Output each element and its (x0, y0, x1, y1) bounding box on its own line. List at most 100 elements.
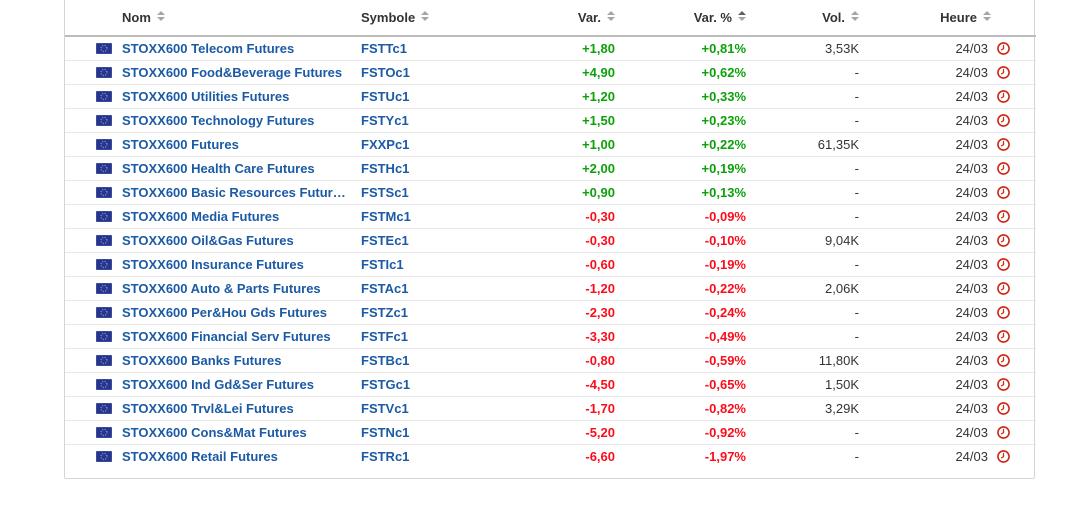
instrument-symbol-link[interactable]: FSTZc1 (361, 305, 408, 320)
instrument-symbol-link[interactable]: FSTBc1 (361, 353, 410, 368)
clock-icon (997, 330, 1010, 343)
var-pct-value: -0,92% (704, 425, 746, 440)
eu-flag-icon (96, 427, 112, 438)
var-value: -4,50 (585, 377, 615, 392)
table-row: STOXX600 Utilities Futures FSTUc1 +1,20 +0,… (65, 84, 1036, 109)
heure-cell: 24/03 (859, 420, 1036, 445)
instrument-name-link[interactable]: STOXX600 Trvl&Lei Futures (122, 401, 294, 416)
column-header-name[interactable]: Nom (65, 0, 357, 37)
instrument-symbol-link[interactable]: FSTOc1 (361, 65, 410, 80)
var-pct-value: +0,62% (701, 65, 746, 80)
instrument-symbol-link[interactable]: FSTUc1 (361, 89, 410, 104)
instrument-name-link[interactable]: STOXX600 Retail Futures (122, 449, 278, 464)
instrument-name-link[interactable]: STOXX600 Per&Hou Gds Futures (122, 305, 327, 320)
instrument-name-link[interactable]: STOXX600 Cons&Mat Futures (122, 425, 307, 440)
column-header-vol[interactable]: Vol. (746, 0, 859, 37)
instrument-symbol-link[interactable]: FSTSc1 (361, 185, 409, 200)
var-cell: -0,30 (469, 228, 615, 253)
vol-value: - (854, 449, 859, 464)
var-cell: +1,00 (469, 132, 615, 157)
heure-value: 24/03 (955, 257, 988, 272)
instrument-name-link[interactable]: STOXX600 Banks Futures (122, 353, 282, 368)
heure-value: 24/03 (955, 329, 988, 344)
name-cell: STOXX600 Cons&Mat Futures (65, 420, 357, 445)
heure-cell: 24/03 (859, 36, 1036, 61)
instrument-symbol-link[interactable]: FSTGc1 (361, 377, 411, 392)
instrument-symbol-link[interactable]: FSTAc1 (361, 281, 409, 296)
var-pct-cell: +0,33% (615, 84, 746, 109)
column-header-label: Nom (122, 10, 151, 25)
instrument-name-link[interactable]: STOXX600 Futures (122, 137, 239, 152)
var-pct-value: -0,19% (704, 257, 746, 272)
instrument-symbol-link[interactable]: FSTIc1 (361, 257, 404, 272)
name-cell: STOXX600 Telecom Futures (65, 36, 357, 61)
instrument-name-link[interactable]: STOXX600 Financial Serv Futures (122, 329, 331, 344)
var-cell: -2,30 (469, 300, 615, 325)
instrument-name-link[interactable]: STOXX600 Food&Beverage Futures (122, 65, 343, 80)
instrument-name-link[interactable]: STOXX600 Ind Gd&Ser Futures (122, 377, 314, 392)
heure-cell: 24/03 (859, 156, 1036, 181)
column-header-symbol[interactable]: Symbole (357, 0, 469, 37)
instrument-symbol-link[interactable]: FSTYc1 (361, 113, 409, 128)
var-cell: +1,80 (469, 36, 615, 61)
vol-value: 3,29K (825, 401, 859, 416)
vol-value: 1,50K (825, 377, 859, 392)
instrument-symbol-link[interactable]: FSTTc1 (361, 41, 407, 56)
column-header-varpct[interactable]: Var. % (615, 0, 746, 37)
heure-value: 24/03 (955, 65, 988, 80)
symbol-cell: FSTZc1 (357, 300, 469, 325)
var-pct-value: -0,59% (704, 353, 746, 368)
instrument-name-link[interactable]: STOXX600 Media Futures (122, 209, 280, 224)
instrument-name-link[interactable]: STOXX600 Basic Resources Futur… (122, 185, 346, 200)
instrument-name-link[interactable]: STOXX600 Health Care Futures (122, 161, 315, 176)
var-cell: -0,80 (469, 348, 615, 373)
var-value: +4,90 (582, 65, 615, 80)
vol-cell: - (746, 204, 859, 229)
vol-value: 61,35K (817, 137, 859, 152)
heure-cell: 24/03 (859, 180, 1036, 205)
heure-cell: 24/03 (859, 252, 1036, 277)
vol-cell: - (746, 60, 859, 85)
instrument-name-link[interactable]: STOXX600 Insurance Futures (122, 257, 304, 272)
column-header-label: Symbole (361, 10, 416, 25)
table-row: STOXX600 Retail Futures FSTRc1 -6,60 -1,97%… (65, 444, 1036, 468)
column-header-var[interactable]: Var. (469, 0, 615, 37)
table-row: STOXX600 Cons&Mat Futures FSTNc1 -5,20 -0,9… (65, 420, 1036, 445)
var-pct-value: -1,97% (704, 449, 746, 464)
table-row: STOXX600 Auto & Parts Futures FSTAc1 -1,20… (65, 276, 1036, 301)
sort-icon (607, 11, 615, 21)
var-pct-cell: -0,24% (615, 300, 746, 325)
stoxx600-futures-table: Nom Symbole Var. Var. % Vol. Heure STOXX600 T… (65, 0, 1036, 468)
table-row: STOXX600 Banks Futures FSTBc1 -0,80 -0,59% 1… (65, 348, 1036, 373)
instrument-symbol-link[interactable]: FSTEc1 (361, 233, 409, 248)
var-value: -0,60 (585, 257, 615, 272)
eu-flag-icon (96, 163, 112, 174)
vol-cell: 61,35K (746, 132, 859, 157)
table-row: STOXX600 Trvl&Lei Futures FSTVc1 -1,70 -0,8… (65, 396, 1036, 421)
vol-value: 11,80K (818, 353, 859, 368)
var-pct-cell: -0,82% (615, 396, 746, 421)
instrument-symbol-link[interactable]: FSTMc1 (361, 209, 411, 224)
instrument-symbol-link[interactable]: FSTHc1 (361, 161, 410, 176)
instrument-symbol-link[interactable]: FSTVc1 (361, 401, 409, 416)
vol-cell: 3,53K (746, 36, 859, 61)
instrument-symbol-link[interactable]: FSTRc1 (361, 449, 410, 464)
var-cell: +0,90 (469, 180, 615, 205)
instrument-symbol-link[interactable]: FSTNc1 (361, 425, 410, 440)
instrument-name-link[interactable]: STOXX600 Utilities Futures (122, 89, 290, 104)
instrument-name-link[interactable]: STOXX600 Auto & Parts Futures (122, 281, 321, 296)
column-header-time[interactable]: Heure (859, 0, 1036, 37)
name-cell: STOXX600 Basic Resources Futur… (65, 180, 357, 205)
eu-flag-icon (96, 451, 112, 462)
heure-value: 24/03 (955, 401, 988, 416)
var-pct-cell: -0,92% (615, 420, 746, 445)
name-cell: STOXX600 Per&Hou Gds Futures (65, 300, 357, 325)
instrument-symbol-link[interactable]: FXXPc1 (361, 137, 410, 152)
symbol-cell: FSTMc1 (357, 204, 469, 229)
instrument-name-link[interactable]: STOXX600 Technology Futures (122, 113, 315, 128)
instrument-name-link[interactable]: STOXX600 Telecom Futures (122, 41, 295, 56)
instrument-symbol-link[interactable]: FSTFc1 (361, 329, 408, 344)
instrument-name-link[interactable]: STOXX600 Oil&Gas Futures (122, 233, 294, 248)
vol-cell: 2,06K (746, 276, 859, 301)
heure-value: 24/03 (955, 137, 988, 152)
